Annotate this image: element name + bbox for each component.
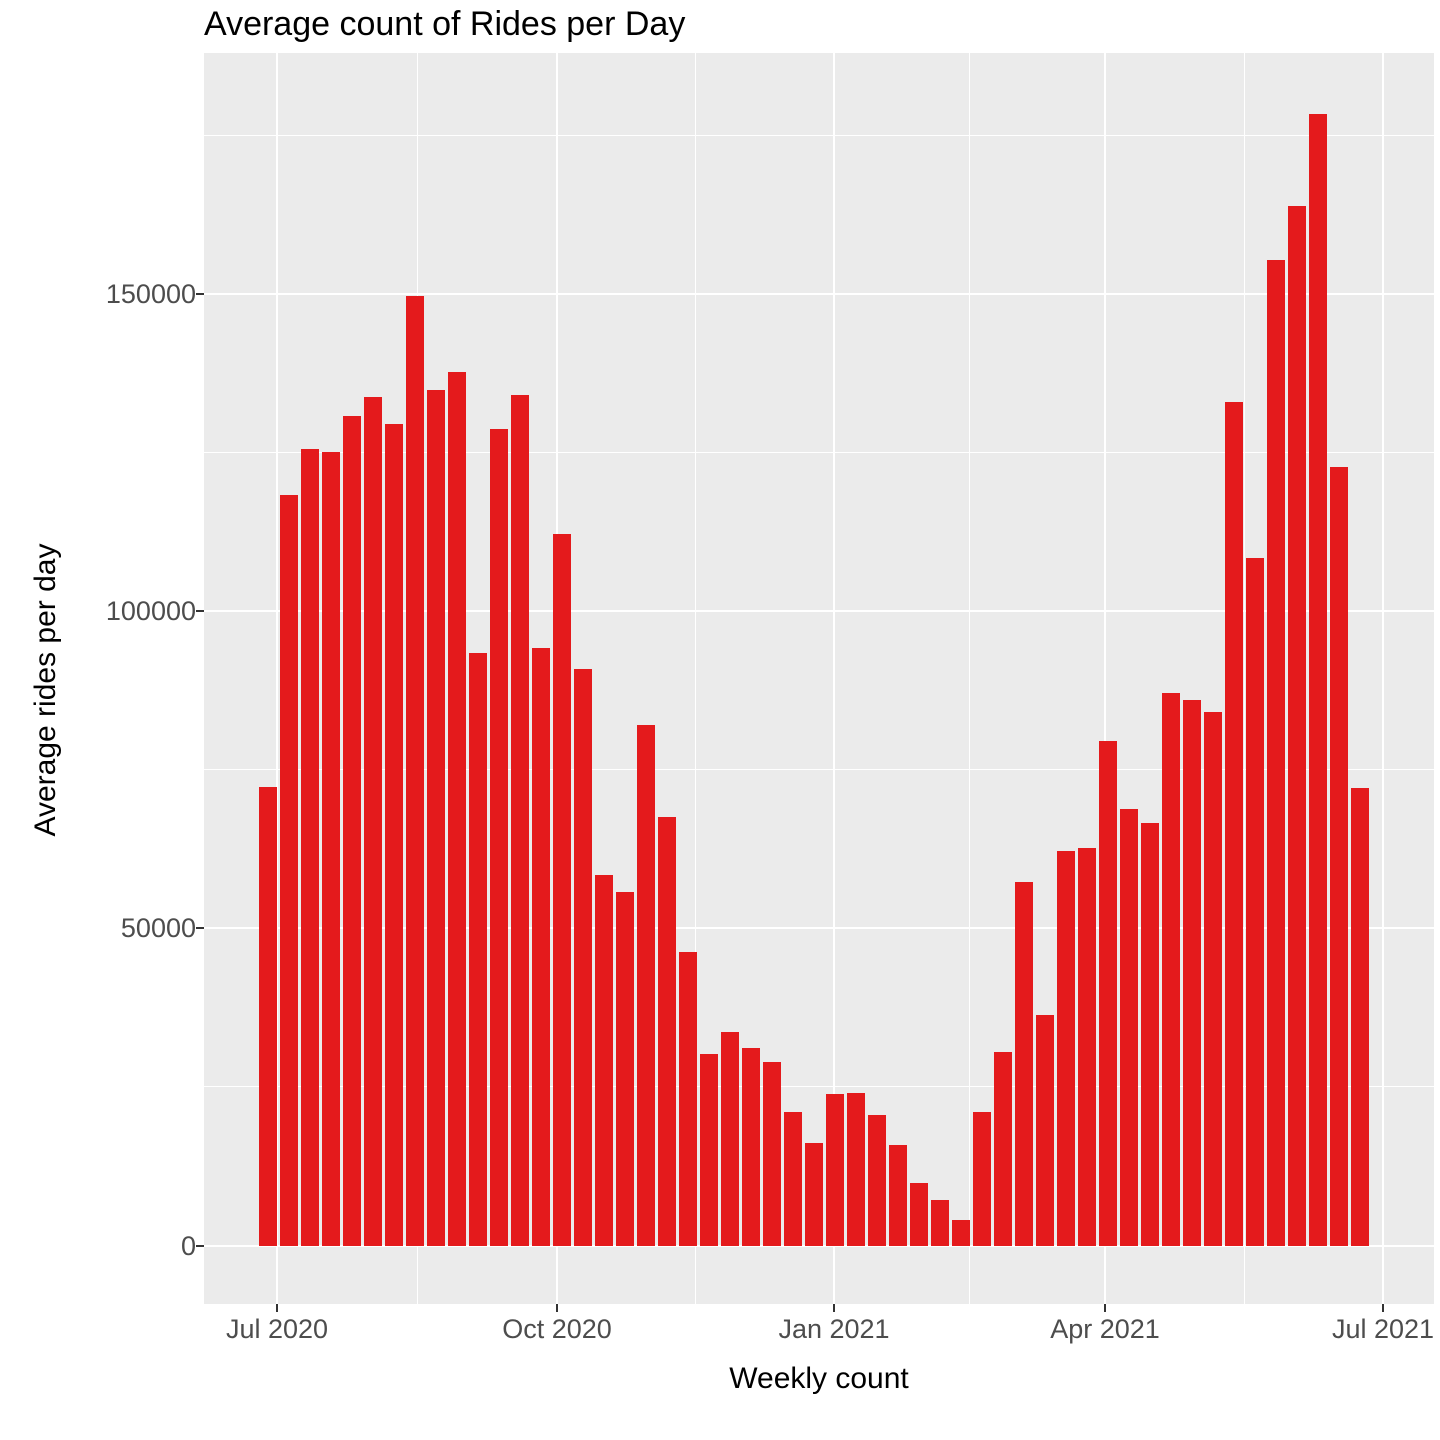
bar-week-2020-07-27 (343, 416, 362, 1246)
bar-week-2021-02-08 (931, 1200, 950, 1246)
bar-week-2020-12-28 (805, 1143, 824, 1246)
bar-week-2020-08-24 (427, 389, 446, 1246)
bar-week-2021-02-01 (910, 1183, 929, 1246)
bar-week-2020-12-14 (763, 1062, 782, 1246)
minor-gridline-v (695, 53, 696, 1304)
bar-week-2020-09-07 (469, 652, 488, 1246)
bar-week-2021-01-18 (868, 1114, 887, 1246)
y-tick-label: 100000 (105, 596, 196, 627)
chart-title: Average count of Rides per Day (204, 5, 686, 43)
major-gridline-h (204, 293, 1434, 296)
bar-week-2021-04-19 (1141, 823, 1160, 1246)
x-axis-title: Weekly count (729, 1362, 909, 1395)
bar-week-2021-05-31 (1267, 260, 1286, 1246)
major-gridline-v (1382, 53, 1384, 1304)
bar-week-2021-03-29 (1078, 847, 1097, 1246)
bar-week-2021-01-04 (826, 1093, 845, 1246)
major-gridline-v (833, 53, 835, 1304)
bar-week-2021-03-15 (1036, 1015, 1055, 1246)
x-tick-label: Jul 2020 (225, 1314, 329, 1344)
x-tick-label: Oct 2020 (502, 1314, 612, 1344)
minor-gridline-v (1243, 53, 1245, 1304)
minor-gridline-h (204, 452, 1434, 454)
bar-week-2021-01-11 (847, 1092, 866, 1246)
bar-week-2020-11-23 (700, 1054, 719, 1246)
x-tick-mark (1382, 1304, 1384, 1312)
bar-week-2021-03-08 (1015, 881, 1034, 1246)
major-gridline-h (204, 610, 1434, 613)
x-tick-mark (556, 1304, 558, 1312)
x-tick-label: Apr 2021 (1050, 1314, 1160, 1344)
y-tick-label: 150000 (105, 279, 196, 310)
bar-week-2020-08-31 (448, 371, 467, 1246)
major-gridline-h (204, 1244, 1434, 1247)
bar-week-2020-08-10 (385, 424, 404, 1246)
minor-gridline-h (204, 1086, 1434, 1088)
bar-week-2021-02-22 (973, 1111, 992, 1246)
bar-week-2021-06-14 (1309, 114, 1328, 1246)
x-tick-label: Jan 2021 (778, 1314, 890, 1344)
bar-week-2020-10-19 (595, 874, 614, 1246)
x-tick-mark (833, 1304, 835, 1312)
bar-week-2021-05-03 (1183, 700, 1202, 1246)
major-gridline-v (276, 53, 278, 1304)
bar-week-2021-04-26 (1162, 693, 1181, 1246)
bar-week-2021-04-12 (1120, 809, 1139, 1246)
bar-week-2021-04-05 (1099, 741, 1118, 1246)
x-tick-mark (276, 1304, 278, 1312)
y-tick-mark (196, 1244, 204, 1247)
major-gridline-v (1104, 53, 1106, 1304)
bar-week-2021-06-28 (1351, 788, 1370, 1246)
bar-week-2020-07-13 (301, 449, 320, 1246)
minor-gridline-v (969, 53, 970, 1304)
bar-week-2021-05-24 (1246, 558, 1265, 1246)
bar-week-2020-10-26 (616, 892, 635, 1246)
bar-week-2020-07-20 (322, 451, 341, 1246)
y-tick-mark (196, 610, 204, 613)
bar-week-2020-08-03 (364, 397, 383, 1246)
x-tick-mark (1104, 1304, 1106, 1312)
bar-week-2020-11-02 (637, 724, 656, 1246)
bar-week-2020-07-06 (280, 495, 299, 1246)
bar-week-2020-11-30 (721, 1032, 740, 1246)
bar-week-2020-06-29 (259, 787, 278, 1246)
bar-week-2020-09-14 (490, 428, 509, 1246)
bar-week-2020-12-21 (784, 1111, 803, 1246)
y-tick-label: 50000 (120, 913, 196, 944)
bar-week-2020-10-05 (553, 534, 572, 1246)
y-tick-mark (196, 293, 204, 296)
bar-week-2020-09-21 (511, 394, 530, 1246)
plot-panel (204, 53, 1434, 1304)
bar-week-2021-02-15 (952, 1219, 971, 1246)
bar-week-2021-05-10 (1204, 711, 1223, 1246)
bar-week-2020-12-07 (742, 1047, 761, 1246)
bar-week-2021-03-22 (1057, 851, 1076, 1246)
y-tick-label: 0 (180, 1230, 196, 1261)
bar-week-2020-08-17 (406, 296, 425, 1246)
bar-week-2021-03-01 (994, 1052, 1013, 1246)
bar-week-2021-06-07 (1288, 206, 1307, 1246)
minor-gridline-h (204, 135, 1434, 137)
bar-week-2021-01-25 (889, 1144, 908, 1246)
bar-week-2020-09-28 (532, 647, 551, 1246)
x-tick-label: Jul 2021 (1331, 1314, 1435, 1344)
y-tick-mark (196, 927, 204, 930)
bar-week-2021-05-17 (1225, 402, 1244, 1246)
bar-week-2021-06-21 (1330, 466, 1349, 1246)
minor-gridline-h (204, 769, 1434, 771)
major-gridline-h (204, 927, 1434, 930)
bar-week-2020-10-12 (574, 668, 593, 1246)
bar-week-2020-11-16 (679, 951, 698, 1246)
bar-week-2020-11-09 (658, 816, 677, 1246)
y-axis-title: Average rides per day (29, 543, 62, 837)
